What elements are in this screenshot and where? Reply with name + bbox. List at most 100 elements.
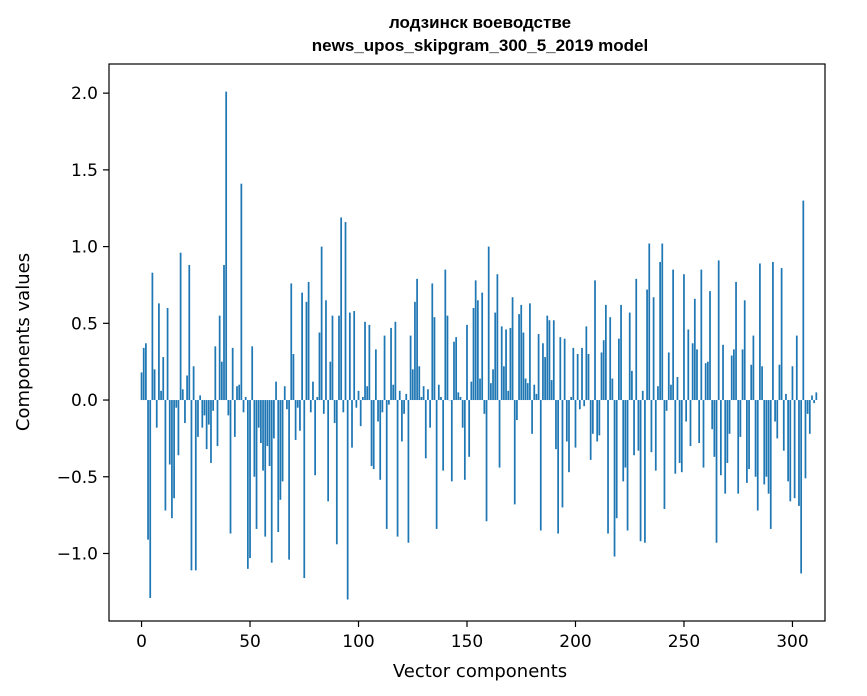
bar-267 (719, 400, 722, 476)
bar-136 (435, 400, 438, 529)
bar-140 (444, 269, 447, 401)
bar-4 (149, 400, 152, 598)
bar-194 (561, 400, 564, 508)
bar-199 (572, 347, 575, 401)
bar-48 (244, 396, 247, 401)
x-axis-label: Vector components (393, 661, 567, 682)
bar-67 (286, 400, 288, 410)
bar-104 (366, 386, 369, 401)
y-tick-label-1: −0.5 (57, 468, 98, 488)
bar-52 (253, 400, 256, 477)
bar-22 (188, 265, 191, 401)
bar-17 (177, 400, 180, 456)
x-tick-label-200: 200 (559, 632, 591, 652)
bar-12 (166, 307, 169, 401)
bar-186 (544, 357, 546, 401)
bar-109 (377, 400, 379, 422)
bar-169 (507, 390, 510, 401)
bar-114 (388, 400, 390, 405)
bar-115 (390, 327, 392, 401)
bar-204 (583, 400, 586, 407)
bar-63 (277, 400, 280, 532)
bar-222 (622, 400, 625, 482)
bar-36 (218, 315, 221, 401)
bar-15 (173, 400, 175, 499)
bar-138 (440, 396, 442, 401)
bar-111 (381, 400, 384, 413)
bar-264 (713, 400, 716, 457)
bar-43 (233, 400, 236, 437)
bar-189 (550, 380, 553, 401)
bar-290 (769, 400, 772, 529)
bar-124 (409, 335, 412, 401)
bar-37 (220, 361, 223, 401)
bar-100 (357, 390, 360, 401)
bar-269 (724, 400, 727, 494)
bar-82 (318, 332, 321, 401)
bar-7 (155, 400, 158, 428)
bar-273 (733, 349, 735, 401)
x-tick-label-50: 50 (239, 632, 261, 652)
bar-215 (607, 400, 609, 534)
bar-2 (145, 343, 147, 401)
x-tick-label-300: 300 (776, 632, 808, 652)
bar-81 (316, 396, 319, 401)
bar-158 (483, 400, 486, 414)
bar-307 (806, 400, 809, 414)
y-tick-label-3: 0.5 (71, 314, 98, 334)
bar-118 (396, 400, 399, 537)
bar-125 (411, 369, 414, 401)
bar-173 (516, 400, 518, 420)
bar-265 (715, 400, 718, 543)
bar-293 (776, 400, 779, 439)
bar-153 (472, 307, 475, 401)
bar-191 (555, 400, 557, 450)
bar-299 (789, 400, 792, 502)
bar-130 (422, 386, 425, 401)
bar-99 (355, 400, 358, 408)
bar-237 (654, 400, 657, 471)
bar-207 (589, 400, 592, 460)
bar-184 (539, 400, 542, 531)
bar-113 (385, 400, 388, 529)
bar-211 (598, 400, 601, 436)
bar-145 (455, 337, 458, 401)
bar-198 (570, 396, 573, 401)
bar-77 (307, 281, 310, 401)
bar-96 (348, 312, 351, 401)
bar-165 (498, 400, 501, 468)
bar-126 (414, 301, 416, 401)
bar-274 (735, 281, 737, 401)
bar-179 (529, 303, 531, 401)
bar-205 (585, 326, 588, 401)
bar-214 (604, 304, 607, 401)
bar-236 (652, 297, 655, 401)
bar-94 (344, 222, 347, 401)
bar-89 (333, 400, 336, 424)
bar-167 (503, 366, 505, 401)
bar-261 (706, 361, 709, 401)
bar-0 (140, 372, 143, 401)
bar-305 (802, 200, 805, 401)
bar-152 (470, 381, 473, 401)
bar-70 (292, 354, 295, 401)
bar-119 (398, 390, 401, 401)
bar-281 (750, 364, 753, 401)
bar-163 (494, 312, 497, 401)
bar-245 (672, 269, 674, 401)
bar-5 (151, 272, 154, 401)
bar-157 (481, 292, 484, 401)
y-tick-label-2: 0.0 (71, 391, 98, 411)
bar-64 (279, 400, 282, 500)
bar-83 (320, 246, 323, 401)
bar-93 (342, 400, 345, 413)
bar-29 (203, 400, 206, 416)
bar-34 (214, 346, 217, 401)
bar-306 (804, 400, 807, 479)
bar-76 (305, 301, 308, 401)
bar-185 (542, 343, 544, 401)
bar-156 (479, 378, 481, 401)
bar-188 (548, 320, 551, 401)
bar-27 (199, 395, 201, 401)
